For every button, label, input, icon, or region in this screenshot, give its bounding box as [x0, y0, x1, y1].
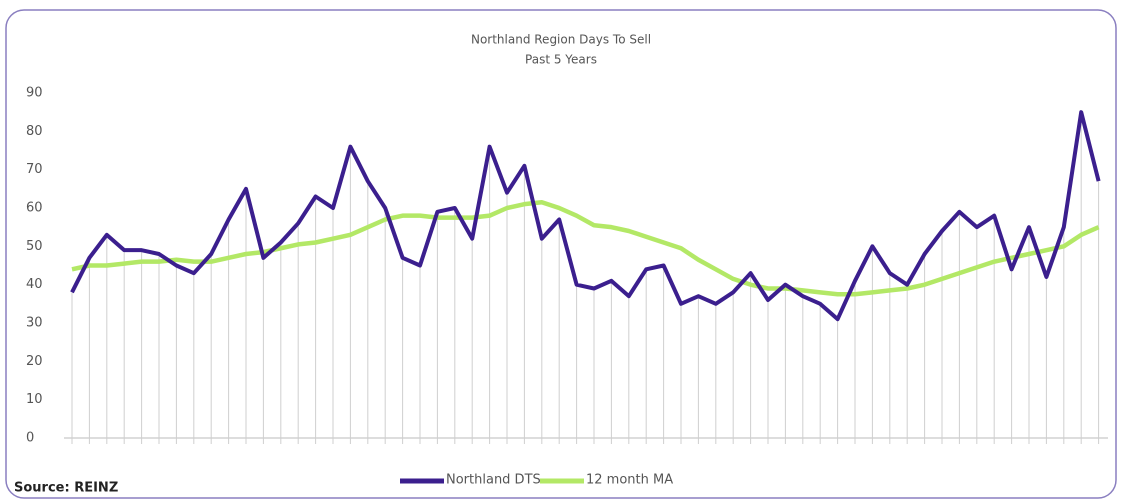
legend-label: 12 month MA [586, 473, 673, 488]
chart-subtitle: Past 5 Years [525, 53, 597, 67]
series-line [70, 110, 1101, 322]
card [5, 9, 1117, 499]
y-tick-label: 60 [26, 201, 43, 216]
chart-title: Northland Region Days To Sell [471, 33, 651, 47]
y-tick-label: 50 [26, 239, 43, 254]
legend-label: Northland DTS [446, 473, 541, 488]
y-tick-label: 0 [26, 431, 34, 446]
y-tick-label: 10 [26, 392, 43, 407]
y-tick-label: 90 [26, 86, 43, 101]
source: Source: REINZ [14, 481, 118, 496]
y-tick-label: 70 [26, 162, 43, 177]
y-tick-label: 80 [26, 124, 43, 139]
y-tick-label: 30 [26, 316, 43, 331]
y-tick-label: 20 [26, 354, 43, 369]
series-line [71, 200, 1100, 297]
y-tick-label: 40 [26, 277, 43, 292]
